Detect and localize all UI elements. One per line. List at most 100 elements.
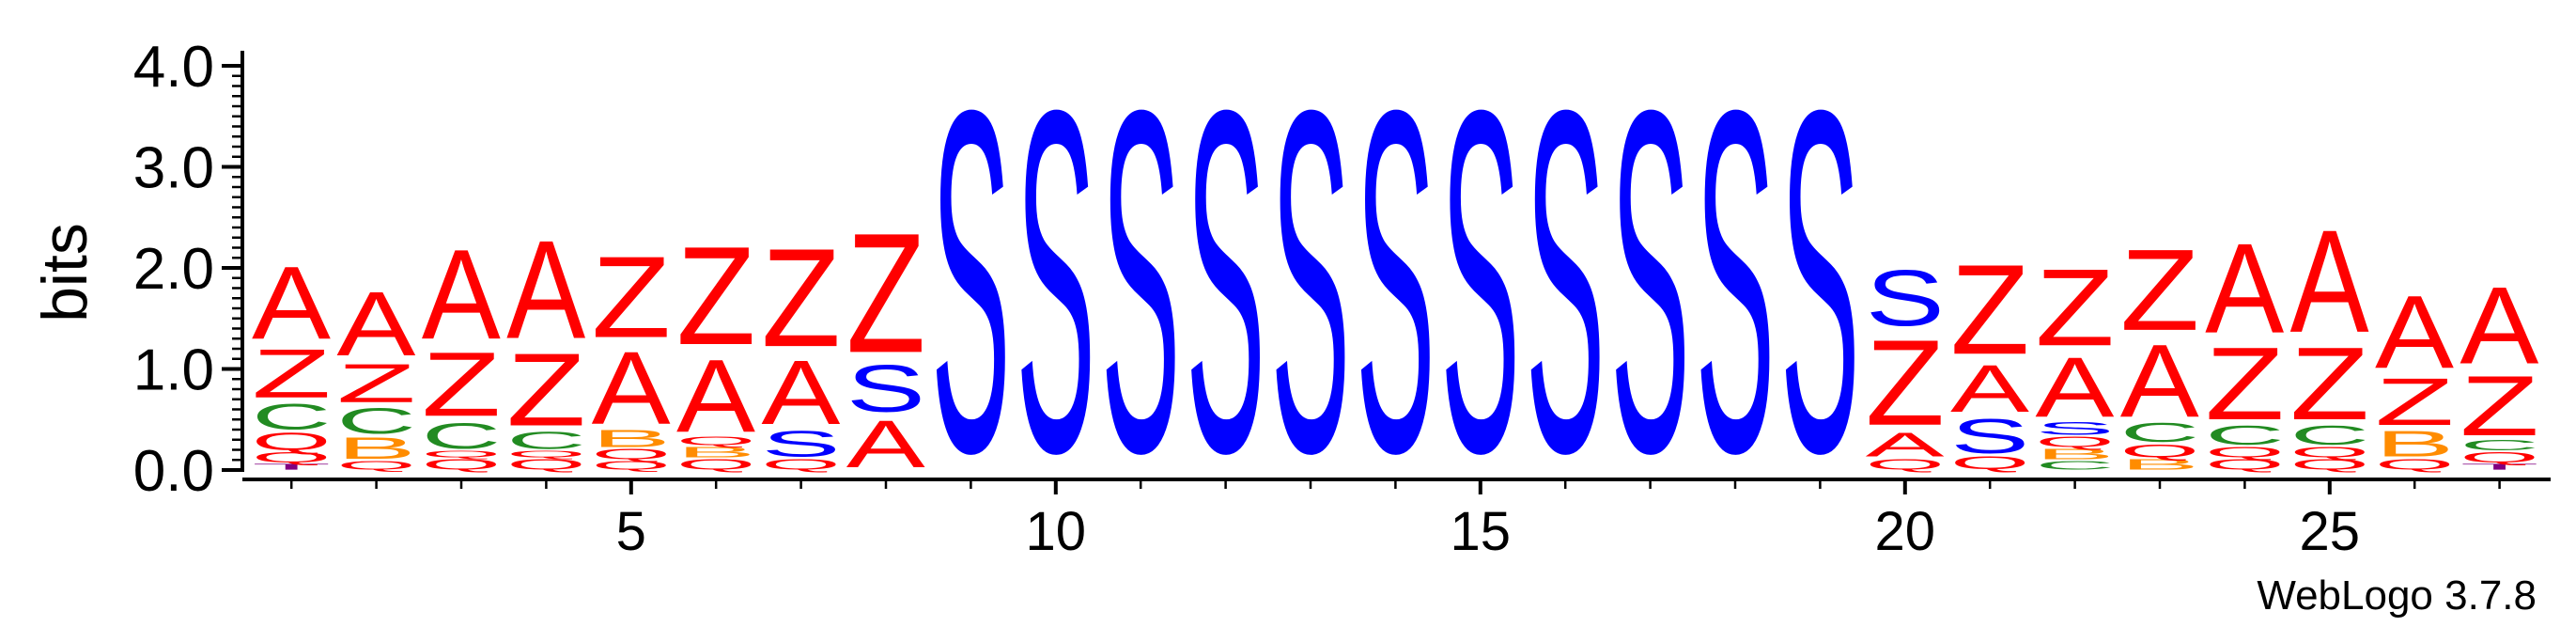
logo-letter-a: A — [846, 406, 926, 481]
logo-letter-q: Q — [592, 459, 671, 472]
logo-letter-a: A — [1950, 351, 2030, 426]
logo-letter-s: S — [1526, 9, 1605, 555]
logo-letter-b: B — [2035, 447, 2114, 462]
logo-letter-z: Z — [676, 218, 755, 374]
logo-letter-t: T — [252, 462, 331, 471]
y-tick-label: 1.0 — [133, 338, 214, 403]
logo-letter-z: Z — [2120, 226, 2199, 354]
logo-letter-s: S — [1780, 9, 1859, 555]
x-tick-label: 15 — [1451, 501, 1512, 562]
logo-letter-a: A — [2035, 341, 2115, 436]
x-tick-label: 25 — [2300, 501, 2361, 562]
logo-letter-q: Q — [2290, 445, 2369, 461]
logo-letter-c: C — [2205, 421, 2284, 451]
logo-letter-s: S — [931, 9, 1010, 555]
logo-letter-z: Z — [2460, 358, 2538, 454]
logo-letter-s: S — [761, 423, 840, 464]
logo-letter-s: S — [2035, 418, 2114, 439]
logo-letter-c: C — [2460, 437, 2538, 453]
logo-letter-s: S — [1356, 9, 1435, 555]
x-tick-label: 20 — [1875, 501, 1936, 562]
weblogo-credit: WebLogo 3.7.8 — [2257, 572, 2537, 619]
logo-letter-a: A — [422, 223, 502, 367]
logo-letter-z: Z — [592, 232, 671, 361]
logo-letter-z: Z — [252, 336, 331, 413]
logo-letter-a: A — [592, 331, 671, 447]
logo-letter-q: Q — [2205, 457, 2284, 473]
logo-letter-a: A — [252, 245, 331, 361]
logo-letter-z: Z — [761, 220, 840, 376]
logo-letter-q: Q — [592, 447, 671, 462]
logo-letter-s: S — [846, 351, 925, 426]
logo-letter-z: Z — [422, 334, 501, 435]
logo-letter-s: S — [1441, 9, 1520, 555]
logo-letter-z: Z — [2375, 365, 2454, 440]
logo-letter-s: S — [1866, 254, 1945, 342]
logo-letter-b: B — [2375, 423, 2454, 464]
logo-letter-s: S — [1696, 9, 1775, 555]
logo-letter-c: C — [2035, 459, 2114, 473]
logo-letter-z: Z — [1950, 239, 2029, 382]
logo-letter-q: Q — [676, 457, 755, 473]
logo-letter-c: C — [422, 415, 501, 456]
logo-letter-a: A — [1866, 426, 1945, 464]
x-tick-label: 10 — [1026, 501, 1087, 562]
logo-letter-q: Q — [2120, 441, 2199, 462]
logo-letter-z: Z — [2035, 246, 2114, 369]
logo-letter-q: Q — [252, 428, 331, 455]
logo-letter-q: Q — [2290, 457, 2369, 473]
logo-letter-z: Z — [336, 353, 415, 414]
logo-letter-c: C — [336, 400, 415, 441]
logo-letter-q: Q — [761, 457, 840, 473]
logo-letter-a: A — [506, 212, 585, 368]
logo-letter-q: Q — [506, 457, 585, 473]
logo-letter-c: C — [2120, 417, 2199, 447]
logo-letter-c: C — [2290, 421, 2369, 451]
logo-letter-a: A — [2375, 274, 2454, 390]
logo-letter-s: S — [1186, 9, 1265, 555]
y-tick-label: 2.0 — [133, 237, 214, 302]
logo-letter-b: B — [592, 425, 671, 452]
logo-letter-q: Q — [2035, 434, 2114, 450]
y-tick-label: 4.0 — [133, 35, 214, 100]
logo-letter-q: Q — [336, 459, 415, 472]
logo-letter-q: Q — [1950, 452, 2029, 473]
logo-letter-q: Q — [422, 457, 501, 473]
logo-letter-t: T — [2460, 462, 2538, 471]
logo-letter-q: Q — [422, 448, 501, 460]
logo-letter-q: Q — [1866, 457, 1945, 473]
logo-letter-q: Q — [676, 434, 755, 447]
logo-letter-q: Q — [2375, 457, 2454, 473]
logo-letter-b: B — [2120, 456, 2199, 472]
logo-letter-s: S — [1016, 9, 1095, 555]
logo-letter-q: Q — [2205, 445, 2284, 461]
logo-letter-c: C — [252, 397, 331, 437]
logo-letter-s: S — [1950, 409, 2029, 463]
x-tick-label: 5 — [616, 501, 646, 562]
logo-letter-s: S — [1610, 9, 1689, 555]
logo-letter-a: A — [2205, 216, 2285, 360]
y-tick-label: 3.0 — [133, 136, 214, 201]
logo-letter-z: Z — [1866, 316, 1945, 451]
logo-letter-z: Z — [2290, 326, 2369, 442]
logo-letter-s: S — [1271, 9, 1350, 555]
logo-letter-a: A — [761, 341, 840, 444]
y-axis: 0.0 1.0 2.0 3.0 4.0 — [133, 35, 244, 504]
logo-letter-q: Q — [2460, 449, 2538, 465]
logo-letter-a: A — [676, 338, 755, 454]
logo-letter-q: Q — [506, 448, 585, 460]
logo-letter-c: C — [506, 427, 585, 454]
logo-letter-z: Z — [846, 198, 925, 389]
logo-letter-a: A — [2120, 323, 2199, 439]
y-tick-label: 0.0 — [133, 439, 214, 504]
logo-letter-a: A — [336, 273, 415, 375]
logo-letter-a: A — [2460, 264, 2538, 387]
logo-letter-z: Z — [506, 333, 585, 448]
logo-letter-q: Q — [252, 449, 331, 465]
y-axis-label: bits — [29, 223, 101, 322]
logo-letter-b: B — [336, 431, 415, 465]
logo-letter-a: A — [2290, 200, 2370, 364]
logo-letter-s: S — [1101, 9, 1180, 555]
